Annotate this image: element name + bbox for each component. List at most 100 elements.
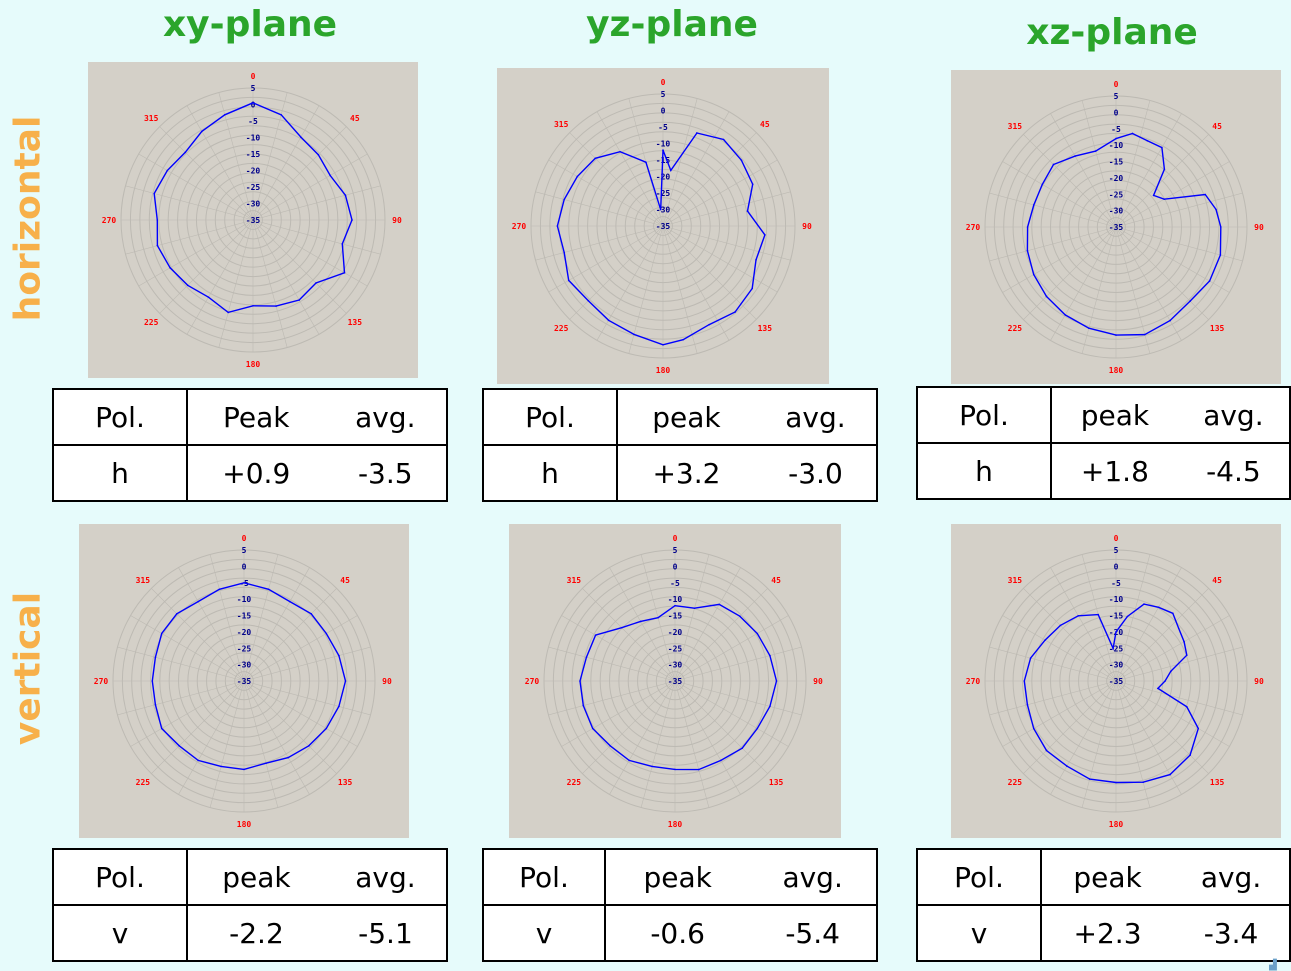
pattern-point (343, 272, 346, 274)
ring-label: -30 (246, 200, 261, 209)
pattern-point (1026, 249, 1029, 252)
pattern-point (751, 183, 754, 185)
grid-spoke (117, 680, 245, 716)
angle-label: 180 (237, 820, 252, 829)
pol-header: Pol. (52, 388, 188, 446)
angle-label: 135 (338, 778, 353, 787)
stats-table-xz-vertical: Pol. peak avg. v +2.3 -3.4 (916, 848, 1291, 962)
pattern-point (674, 604, 676, 607)
pattern-point (156, 244, 159, 247)
ring-label: -20 (1109, 174, 1124, 183)
avg-value: -3.5 (324, 444, 449, 502)
ring-label: -25 (668, 644, 683, 653)
grid-spoke (243, 680, 358, 747)
polar-plot-yz-horizontal: 0 45 90 135 180 225 270 315 5 0 -5 -10 -15 -20 -25 -30-… (497, 68, 829, 384)
grid-spoke (1115, 680, 1182, 795)
pattern-point (1094, 150, 1097, 152)
polar-plot-yz-vertical: 0 45 90 135 180 225 270 315 5 0 -5 -10 -15 -20 -25 -30 -… (509, 524, 841, 838)
pattern-point (1029, 657, 1032, 659)
grid-spoke (252, 92, 288, 221)
grid-spoke (535, 225, 664, 261)
ring-label: -35 (246, 216, 261, 225)
grid-spoke (1115, 226, 1209, 320)
ring-label: -5 (248, 117, 258, 126)
avg-header: avg. (1177, 386, 1291, 444)
ring-label: 0 (251, 101, 256, 110)
grid-spoke (130, 615, 245, 682)
grid-spoke (151, 680, 245, 774)
pattern-point (265, 762, 267, 765)
ring-label: 5 (242, 546, 247, 555)
polar-chart: 0 45 90 135 180 225 270 315 5 0 -5 -10 -15 -20 -25 -30 -… (102, 72, 402, 369)
pattern-point (280, 114, 282, 116)
grid-spoke (662, 98, 698, 227)
grid-spoke (548, 159, 664, 227)
grid-spoke (1115, 161, 1230, 228)
angle-label: 45 (340, 576, 350, 585)
pattern-point (1115, 137, 1117, 140)
ring-label: -35 (1109, 677, 1124, 686)
angle-label: 180 (1109, 366, 1124, 375)
grid-spoke (1115, 680, 1151, 808)
angle-label: 225 (567, 778, 582, 787)
grid-spoke (138, 153, 254, 221)
grid-spoke (252, 105, 320, 221)
pol-value: h (916, 442, 1052, 500)
angle-label: 270 (525, 677, 540, 686)
ring-label: 5 (661, 90, 666, 99)
grid-spoke (218, 92, 254, 221)
pattern-point (154, 656, 157, 659)
pattern-point (628, 759, 630, 762)
grid-spoke (989, 192, 1117, 228)
ring-label: -25 (656, 189, 671, 198)
grid-spoke (125, 185, 254, 221)
pattern-point (1143, 603, 1145, 605)
pattern-point (740, 159, 743, 162)
angle-label: 315 (136, 576, 151, 585)
angle-label: 135 (348, 318, 363, 327)
angle-label: 45 (760, 120, 770, 129)
grid-spoke (674, 615, 789, 682)
pattern-point (639, 620, 642, 623)
grid-spoke (569, 132, 664, 227)
pattern-point (224, 114, 226, 116)
pattern-point (633, 333, 635, 336)
pattern-point (1164, 680, 1166, 682)
angle-label: 90 (1254, 677, 1264, 686)
angle-label: 315 (1008, 122, 1023, 131)
pattern-point (1169, 773, 1171, 776)
pattern-point (1163, 168, 1166, 171)
avg-value: -5.4 (749, 904, 878, 962)
grid-spoke (662, 225, 730, 341)
pattern-point (563, 251, 565, 254)
pattern-point (267, 588, 270, 591)
ring-label: -15 (246, 150, 261, 159)
stats-header-row: Pol. peak avg. (916, 848, 1291, 906)
pattern-point (289, 600, 291, 603)
pattern-point (1189, 300, 1191, 302)
grid-spoke (1002, 615, 1117, 682)
stats-table-yz-horizontal: Pol. peak avg. h +3.2 -3.0 (482, 388, 879, 502)
pattern-point (769, 705, 771, 708)
ring-label: 0 (1114, 108, 1119, 117)
pattern-point (298, 299, 300, 301)
pattern-point (227, 311, 230, 314)
pattern-point (315, 282, 317, 284)
grid-spoke (674, 680, 802, 716)
pattern-point (329, 174, 331, 177)
pattern-point (338, 705, 340, 708)
grid-spoke (674, 567, 741, 682)
ring-label: -5 (1111, 125, 1121, 134)
stats-table-yz-vertical: Pol. peak avg. v -0.6 -5.4 (482, 848, 878, 962)
pattern-point (1097, 613, 1099, 616)
angle-label: 315 (554, 120, 569, 129)
pattern-point (670, 169, 672, 172)
pattern-point (585, 656, 588, 659)
grid-spoke (569, 225, 664, 320)
grid-spoke (1115, 134, 1209, 228)
peak-value: -2.2 (186, 904, 325, 962)
grid-spoke (548, 680, 676, 716)
pattern-point (1041, 183, 1044, 186)
grid-spoke (609, 567, 676, 682)
ring-label: -30 (1109, 661, 1124, 670)
